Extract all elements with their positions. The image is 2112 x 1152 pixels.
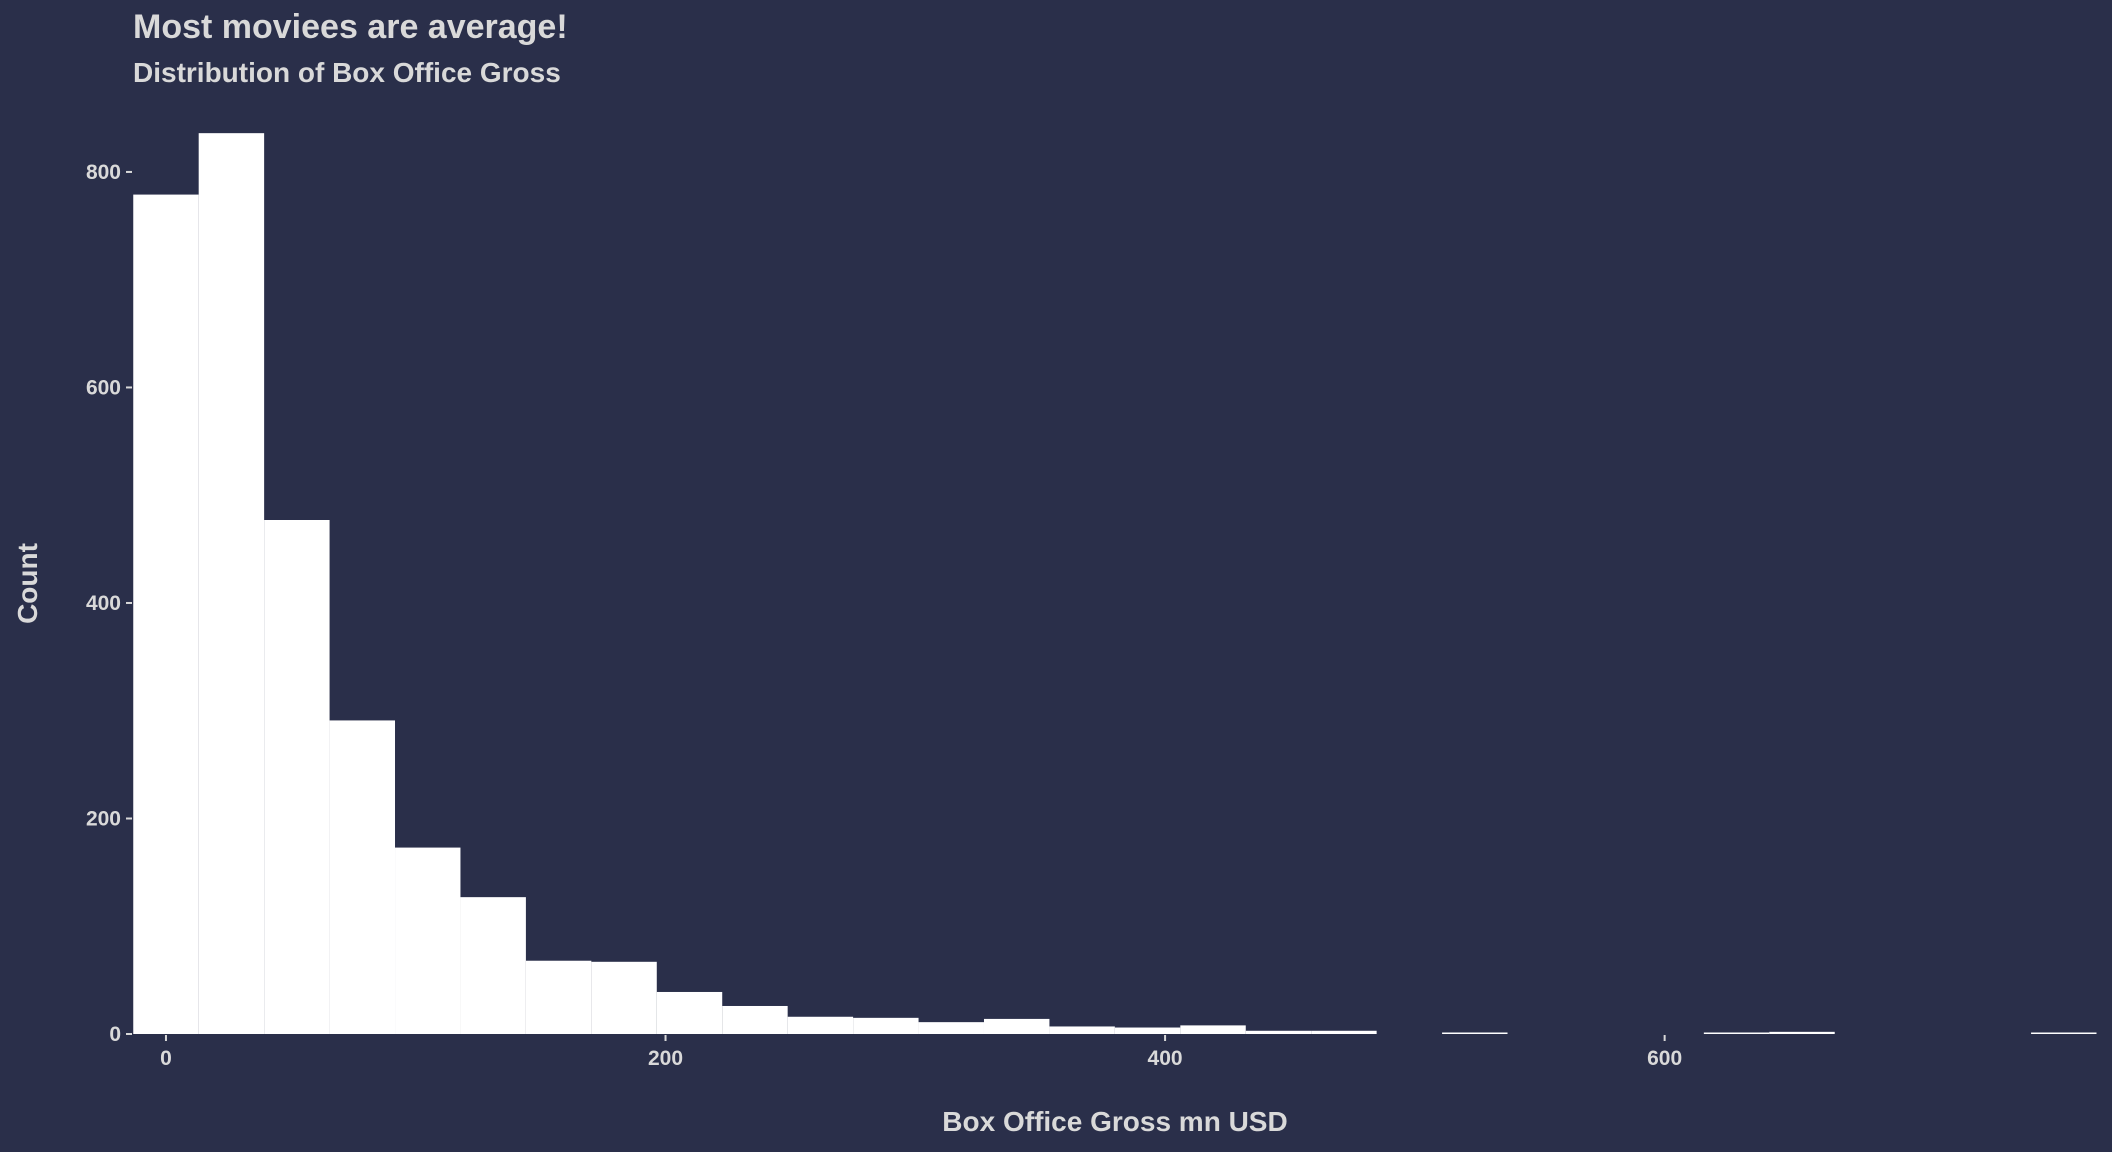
histogram-bar-16 bbox=[1180, 1025, 1246, 1034]
y-tick-label: 600 bbox=[86, 376, 121, 399]
histogram-bar-20 bbox=[1442, 1032, 1508, 1034]
histogram-bar-18 bbox=[1311, 1030, 1377, 1034]
x-axis-title: Box Office Gross mn USD bbox=[942, 1106, 1287, 1137]
histogram-bar-25 bbox=[1769, 1031, 1835, 1034]
histogram-bar-13 bbox=[983, 1018, 1050, 1034]
histogram-bar-6 bbox=[525, 960, 592, 1034]
histogram-bar-3 bbox=[329, 720, 396, 1034]
histogram-bar-15 bbox=[1114, 1027, 1181, 1034]
histogram-bar-17 bbox=[1245, 1030, 1312, 1034]
histogram-bar-4 bbox=[395, 847, 461, 1034]
histogram-bar-29 bbox=[2031, 1032, 2097, 1034]
x-tick-label: 600 bbox=[1647, 1047, 1682, 1070]
x-axis: 0 200 400 600 bbox=[160, 1035, 1682, 1070]
y-tick-label: 0 bbox=[109, 1023, 121, 1046]
chart-title: Most moviees are average! bbox=[133, 8, 568, 46]
histogram-bar-14 bbox=[1049, 1026, 1115, 1034]
y-axis: 0 200 400 600 800 bbox=[86, 161, 132, 1046]
histogram-bar-7 bbox=[591, 961, 657, 1034]
histogram-bar-12 bbox=[918, 1022, 984, 1034]
histogram-bar-0 bbox=[133, 194, 199, 1034]
y-tick-label: 400 bbox=[86, 592, 121, 615]
y-tick-label: 800 bbox=[86, 161, 121, 184]
bars-layer bbox=[133, 133, 2097, 1034]
x-tick-label: 0 bbox=[160, 1047, 172, 1070]
histogram-bar-10 bbox=[787, 1016, 854, 1034]
histogram-bar-8 bbox=[656, 991, 723, 1034]
x-tick-label: 400 bbox=[1148, 1047, 1183, 1070]
chart-subtitle: Distribution of Box Office Gross bbox=[133, 57, 561, 88]
y-axis-title: Count bbox=[12, 543, 43, 624]
x-tick-label: 200 bbox=[648, 1047, 683, 1070]
histogram-bar-9 bbox=[722, 1005, 788, 1034]
histogram-bar-2 bbox=[264, 520, 330, 1034]
y-tick-label: 200 bbox=[86, 807, 121, 830]
histogram-bar-5 bbox=[460, 897, 526, 1034]
histogram-bar-11 bbox=[853, 1017, 919, 1034]
histogram-bar-1 bbox=[198, 133, 265, 1034]
histogram-bar-24 bbox=[1703, 1032, 1770, 1034]
